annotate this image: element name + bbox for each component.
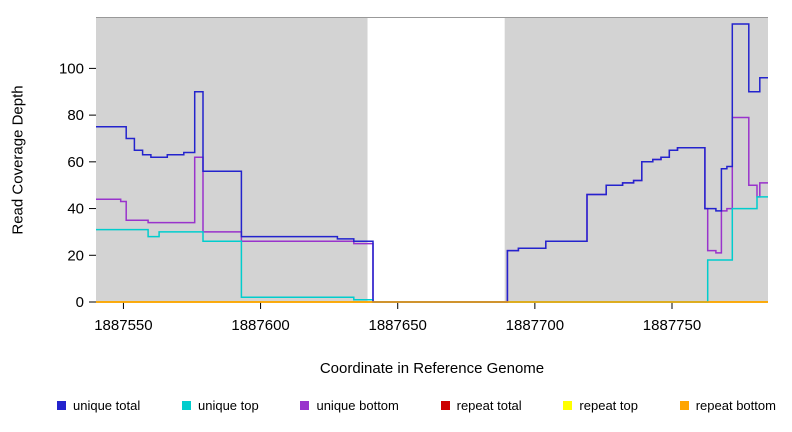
legend-item-unique-bottom: unique bottom (300, 398, 399, 413)
y-tick-label: 0 (76, 294, 84, 311)
legend-swatch-icon (300, 401, 310, 410)
no-data-gap-region (367, 17, 505, 302)
y-tick-label: 40 (67, 201, 84, 218)
series-unique-top (96, 196, 768, 303)
legend-swatch-icon (679, 401, 689, 410)
legend-label: unique top (197, 398, 259, 413)
x-tick-label: 1887550 (94, 317, 152, 334)
legend-item-repeat-bottom: repeat bottom (679, 398, 776, 413)
legend-swatch-icon (181, 401, 191, 410)
legend-label: unique total (73, 398, 141, 413)
y-tick-label: 20 (67, 247, 84, 264)
legend: unique total unique top unique bottom repea… (0, 398, 792, 413)
legend-label: repeat bottom (695, 398, 776, 413)
x-tick-label: 1887700 (506, 317, 564, 334)
x-axis-label: Coordinate in Reference Genome (319, 360, 545, 377)
series-unique-total (96, 23, 768, 303)
legend-item-unique-total: unique total (57, 398, 140, 413)
y-tick-label: 100 (59, 60, 84, 77)
x-tick-label: 1887650 (369, 317, 427, 334)
legend-item-repeat-top: repeat top (563, 398, 638, 413)
legend-label: unique bottom (316, 398, 399, 413)
y-axis-label: Read Coverage Depth (9, 85, 27, 235)
legend-swatch-icon (57, 401, 66, 410)
legend-item-repeat-total: repeat total (440, 398, 522, 413)
y-tick-label: 60 (67, 154, 84, 171)
legend-label: repeat total (456, 398, 522, 413)
legend-swatch-icon (440, 401, 450, 410)
legend-label: repeat top (579, 398, 638, 413)
y-tick-label: 80 (67, 107, 84, 124)
legend-swatch-icon (563, 401, 573, 410)
x-tick-label: 1887600 (231, 317, 289, 334)
legend-item-unique-top: unique top (181, 398, 259, 413)
coverage-plot: 1887550 1887600 1887650 1887700 1887750 0 20 40… (59, 17, 768, 334)
x-tick-label: 1887750 (643, 317, 701, 334)
